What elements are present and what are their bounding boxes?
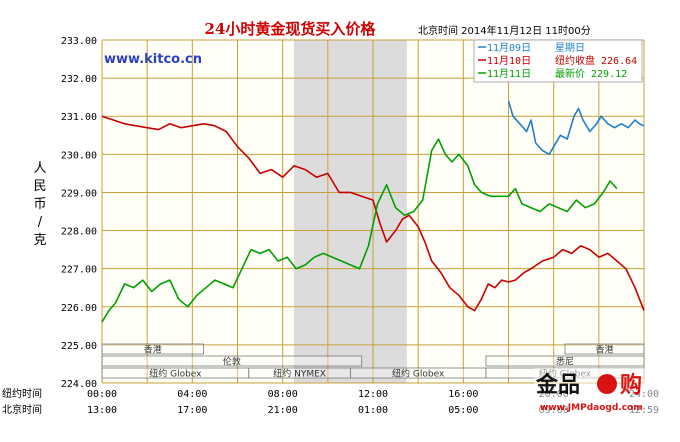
legend-date: 11月09日 xyxy=(487,42,531,54)
legend-date: 11月10日 xyxy=(487,55,531,67)
legend-date: 11月11日 xyxy=(487,68,531,80)
session-label: 伦敦 xyxy=(223,356,241,368)
svg-text:www.JMPdaogd.com: www.JMPdaogd.com xyxy=(540,403,643,413)
series-line-11月09日 xyxy=(507,100,645,156)
x-tick-label: 05:00 xyxy=(448,405,478,416)
legend-desc: 最新价 229.12 xyxy=(555,67,627,80)
x-tick-label: 00:00 xyxy=(87,389,117,400)
y-axis-ticks: 233.00 232.00 231.00 230.00 229.00 228.00 227.… xyxy=(61,36,97,390)
svg-text:购: 购 xyxy=(620,372,642,398)
series-line-11月11日 xyxy=(101,138,618,323)
x-tick-label: 04:00 xyxy=(177,389,207,400)
session-label: 香港 xyxy=(595,344,613,356)
svg-text:金品: 金品 xyxy=(535,372,580,398)
y-tick-label: 230.00 xyxy=(61,150,97,161)
x-tick-label: 08:00 xyxy=(268,389,298,400)
y-tick-label: 232.00 xyxy=(61,74,97,85)
header-time: 北京时间 2014年11月12日 11时00分 xyxy=(418,24,591,37)
session-label: 纽约 Globex xyxy=(392,368,445,380)
x-tick-label: 21:00 xyxy=(268,405,298,416)
y-tick-label: 233.00 xyxy=(61,36,97,47)
site-logo-watermark: 金品 购 www.JMPdaogd.com xyxy=(534,368,674,418)
grid-lines xyxy=(101,39,645,384)
y-label-char: 民 xyxy=(33,179,46,194)
x-tick-label: 01:00 xyxy=(358,405,388,416)
session-label: 香港 xyxy=(144,344,162,356)
session-label: 悉尼 xyxy=(556,356,574,368)
session-bar xyxy=(564,343,645,355)
x-tick-label: 17:00 xyxy=(177,405,207,416)
y-tick-label: 227.00 xyxy=(61,265,97,276)
y-tick-label: 228.00 xyxy=(61,227,97,238)
session-bar xyxy=(485,355,645,367)
x-tick-label: 12:00 xyxy=(358,389,388,400)
session-label: 纽约 NYMEX xyxy=(273,368,326,380)
session-bar xyxy=(101,355,363,367)
y-tick-label: 231.00 xyxy=(61,112,97,123)
kitco-url-watermark: www.kitco.cn xyxy=(104,52,202,67)
legend: 11月09日 星期日 11月10日 纽约收盘 226.64 11月11日 最新价 229.… xyxy=(473,39,643,83)
series-layer xyxy=(101,100,645,323)
y-tick-label: 224.00 xyxy=(61,379,97,390)
y-tick-label: 226.00 xyxy=(61,303,97,314)
y-label-char: 克 xyxy=(33,233,46,248)
legend-box xyxy=(473,39,643,83)
session-label: 纽约 Globex xyxy=(149,368,202,380)
legend-desc: 星期日 xyxy=(555,42,585,54)
x-row-label: 北京时间 xyxy=(2,403,42,416)
x-tick-label: 13:00 xyxy=(87,405,117,416)
y-label-char: 人 xyxy=(33,161,46,176)
series-line-11月10日 xyxy=(101,115,645,312)
y-label-char: 币 xyxy=(33,197,46,212)
x-row-label: 纽约时间 xyxy=(2,387,42,400)
shaded-market-hours xyxy=(293,40,407,383)
y-label-char: / xyxy=(38,215,43,230)
x-axis-ticks: 纽约时间00:0004:0008:0012:0016:0020:0024:00北… xyxy=(2,387,659,416)
session-bar xyxy=(101,343,205,355)
x-tick-label: 16:00 xyxy=(448,389,478,400)
y-axis-label: 人民币 / 克 xyxy=(33,161,46,248)
y-tick-label: 225.00 xyxy=(61,341,97,352)
legend-desc: 纽约收盘 226.64 xyxy=(555,54,637,67)
chart-title: 24小时黄金现货买入价格 xyxy=(205,20,377,38)
y-tick-label: 229.00 xyxy=(61,188,97,199)
